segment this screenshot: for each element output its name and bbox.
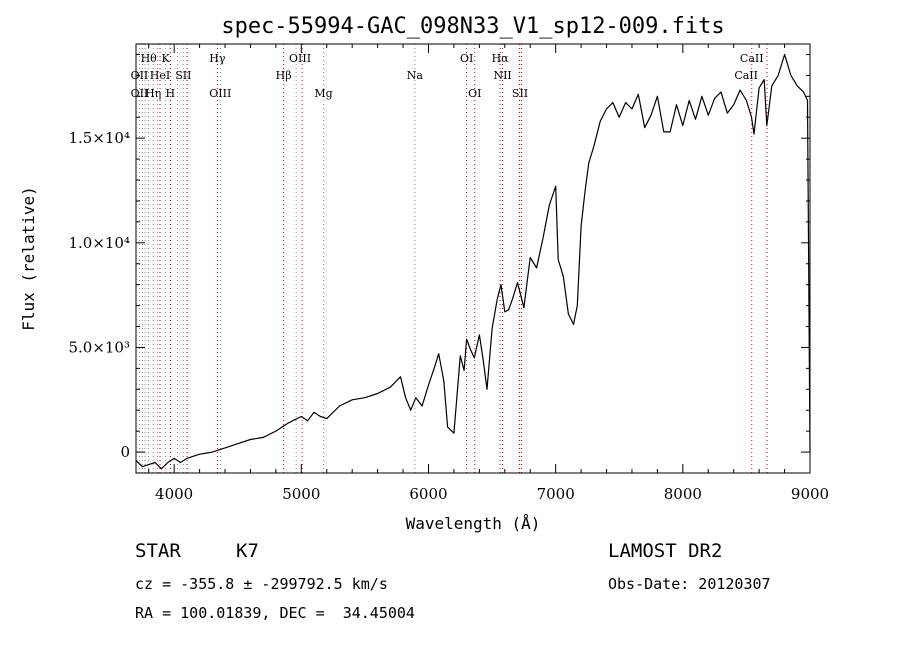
spectral-line-label: Na — [407, 69, 424, 82]
x-tick-label: 7000 — [537, 485, 575, 503]
spectral-line-label: Hη — [145, 87, 161, 100]
object-subclass: K7 — [236, 540, 259, 562]
x-tick-label: 5000 — [282, 485, 320, 503]
spectral-line-label: Hγ — [209, 52, 226, 65]
y-tick-label: 5.0×10³ — [68, 338, 130, 356]
spectral-line-label: CaII — [734, 69, 758, 82]
spectral-line-label: Hθ — [141, 52, 158, 65]
spectral-line-label: Hα — [492, 52, 510, 65]
spectral-line-label: SII — [175, 69, 191, 82]
x-tick-label: 4000 — [155, 485, 193, 503]
y-tick-label: 1.5×10⁴ — [68, 129, 130, 147]
y-tick-label: 0 — [120, 443, 130, 461]
chart-title: spec-55994-GAC_098N33_V1_sp12-009.fits — [221, 14, 724, 39]
spectral-line-label: OIII — [209, 87, 231, 100]
spectral-line-label: OII — [131, 87, 149, 100]
redshift-line: cz = -355.8 ± -299792.5 km/s — [135, 575, 388, 593]
spectral-line-label: HeI — [150, 69, 170, 82]
spectrum-line — [135, 53, 811, 470]
y-tick-label: 1.0×10⁴ — [68, 234, 130, 252]
x-tick-label: 6000 — [409, 485, 447, 503]
spectral-line-label: OIII — [289, 52, 311, 65]
spectral-line-label: OI — [468, 87, 481, 100]
spectral-line-label: H — [166, 87, 176, 100]
plot-frame — [135, 43, 811, 474]
spectral-line-label: CaII — [740, 52, 764, 65]
y-axis-label: Flux (relative) — [19, 186, 38, 331]
spectrum-chart: spec-55994-GAC_098N33_V1_sp12-009.fits Hθ… — [19, 14, 829, 533]
spectral-line-label: K — [162, 52, 171, 65]
coordinates-line: RA = 100.01839, DEC = 34.45004 — [135, 604, 415, 622]
spectral-line-label: Mg — [314, 87, 332, 100]
x-axis-label: Wavelength (Å) — [406, 514, 541, 533]
spectral-line-label: Hβ — [276, 69, 292, 82]
x-tick-label: 8000 — [664, 485, 702, 503]
x-tick-label: 9000 — [791, 485, 829, 503]
spectral-line-label: SII — [512, 87, 528, 100]
object-class: STAR — [135, 540, 181, 562]
survey-name: LAMOST DR2 — [608, 540, 723, 562]
spectral-line-label: OI — [460, 52, 473, 65]
obs-date: Obs-Date: 20120307 — [608, 575, 771, 593]
spectral-line-label: NII — [493, 69, 511, 82]
